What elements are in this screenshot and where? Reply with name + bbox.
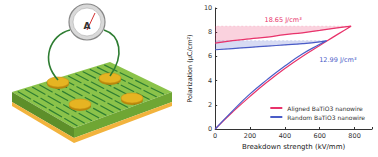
svg-text:Aligned BaTiO3 nanowire: Aligned BaTiO3 nanowire (287, 105, 363, 113)
svg-text:4: 4 (208, 77, 212, 85)
svg-text:A: A (84, 21, 91, 31)
svg-text:Random BaTiO3 nanowire: Random BaTiO3 nanowire (287, 114, 365, 121)
svg-text:Polarization (μC/cm²): Polarization (μC/cm²) (186, 34, 194, 102)
svg-text:10: 10 (204, 4, 212, 12)
svg-text:600: 600 (314, 132, 326, 140)
svg-text:0: 0 (213, 132, 217, 140)
svg-text:18.65 J/cm³: 18.65 J/cm³ (264, 16, 302, 24)
svg-text:800: 800 (348, 132, 360, 140)
svg-text:Breakdown strength (kV/mm): Breakdown strength (kV/mm) (242, 143, 346, 151)
svg-text:200: 200 (244, 132, 256, 140)
svg-text:12.99 J/cm³: 12.99 J/cm³ (319, 56, 357, 64)
svg-text:6: 6 (208, 52, 212, 60)
svg-text:8: 8 (208, 28, 212, 36)
svg-text:400: 400 (279, 132, 291, 140)
svg-text:2: 2 (208, 101, 212, 109)
svg-text:0: 0 (208, 125, 212, 133)
